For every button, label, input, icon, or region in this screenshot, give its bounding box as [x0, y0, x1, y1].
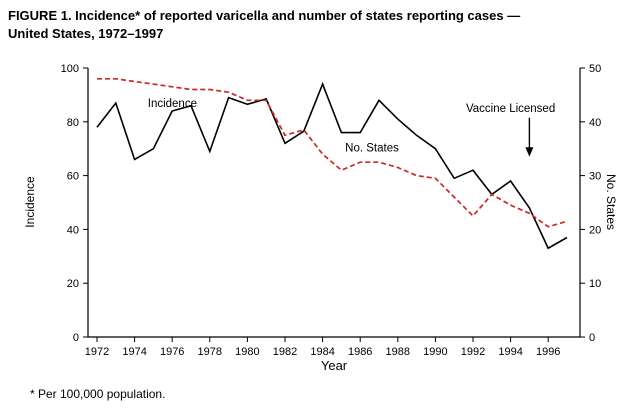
- right-tick-label: 40: [589, 117, 601, 129]
- x-tick-label: 1972: [85, 346, 109, 358]
- x-tick-label: 1984: [310, 346, 334, 358]
- x-tick-label: 1988: [386, 346, 410, 358]
- figure-title: FIGURE 1. Incidence* of reported varicel…: [8, 7, 628, 43]
- footnote: * Per 100,000 population.: [30, 387, 166, 401]
- x-tick-label: 1978: [198, 346, 222, 358]
- right-tick-label: 0: [589, 332, 595, 344]
- left-tick-label: 40: [67, 224, 79, 236]
- x-tick-label: 1974: [122, 346, 146, 358]
- left-tick-label: 60: [67, 171, 79, 183]
- no-states-line-label: No. States: [345, 142, 399, 154]
- right-tick-label: 50: [589, 63, 601, 75]
- figure-title-line2: United States, 1972–1997: [8, 26, 164, 41]
- right-tick-label: 30: [589, 171, 601, 183]
- right-tick-label: 20: [589, 224, 601, 236]
- x-tick-label: 1986: [348, 346, 372, 358]
- x-axis-title: Year: [320, 358, 348, 373]
- no-states-line: [97, 77, 568, 228]
- left-tick-label: 20: [67, 278, 79, 290]
- axes-frame: [87, 68, 581, 338]
- x-tick-label: 1996: [536, 346, 560, 358]
- annotation-arrow-head: [525, 147, 534, 157]
- left-tick-label: 0: [73, 332, 79, 344]
- incidence-line: [96, 81, 568, 250]
- x-tick-label: 1994: [498, 346, 522, 358]
- x-tick-label: 1992: [461, 346, 485, 358]
- x-tick-label: 1980: [235, 346, 259, 358]
- left-tick-label: 100: [61, 63, 79, 75]
- right-tick-label: 10: [589, 278, 601, 290]
- x-tick-label: 1976: [160, 346, 184, 358]
- figure-title-line1: FIGURE 1. Incidence* of reported varicel…: [8, 8, 521, 23]
- x-tick-label: 1990: [423, 346, 447, 358]
- x-tick-label: 1982: [273, 346, 297, 358]
- left-tick-label: 80: [67, 117, 79, 129]
- incidence-line-label: Incidence: [148, 98, 197, 110]
- vaccine-licensed-label: Vaccine Licensed: [466, 103, 555, 115]
- varicella-chart: 0 20 40 60 80 100 0 10 20 30 40 50 1972 1974 1976 1978 1…: [61, 63, 602, 358]
